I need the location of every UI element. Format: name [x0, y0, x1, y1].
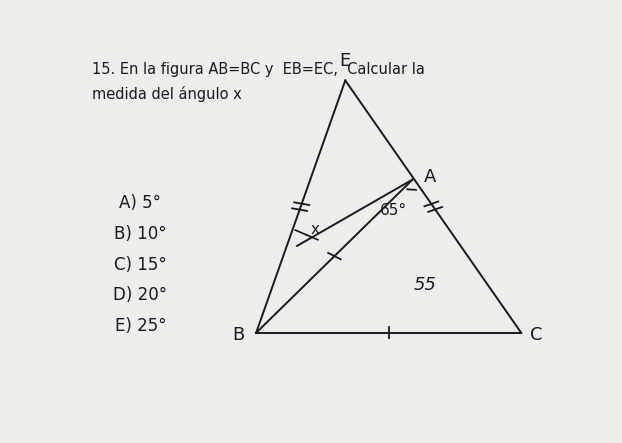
- Text: x: x: [310, 222, 320, 237]
- Text: C: C: [530, 326, 542, 344]
- Text: B) 10°: B) 10°: [114, 225, 167, 243]
- Text: E) 25°: E) 25°: [114, 317, 166, 335]
- Text: E: E: [340, 52, 351, 70]
- Text: C) 15°: C) 15°: [114, 256, 167, 274]
- Text: A) 5°: A) 5°: [119, 194, 162, 212]
- Text: 15. En la figura AB=BC y  EB=EC,  Calcular la: 15. En la figura AB=BC y EB=EC, Calcular…: [92, 62, 425, 77]
- Text: B: B: [232, 326, 244, 344]
- Text: D) 20°: D) 20°: [113, 286, 167, 304]
- Text: medida del ángulo x: medida del ángulo x: [92, 85, 242, 101]
- Text: 55: 55: [414, 276, 436, 294]
- Text: A: A: [424, 167, 436, 186]
- Text: 65°: 65°: [380, 203, 407, 218]
